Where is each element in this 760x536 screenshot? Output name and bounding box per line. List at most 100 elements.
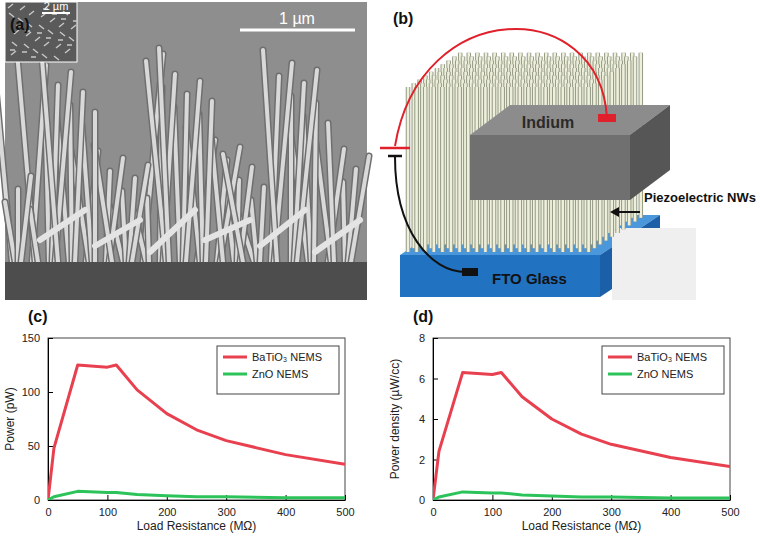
legend-box	[217, 346, 339, 394]
substrate-front	[400, 255, 600, 297]
nanowire-shadow	[223, 154, 243, 262]
nanowire-label: Piezoelectric NWs	[644, 190, 756, 205]
tick-label: 0	[34, 494, 40, 506]
panel-label: (d)	[413, 308, 433, 325]
inset-texture	[33, 49, 38, 53]
nanowire-shadow	[186, 81, 200, 262]
inset-texture	[29, 11, 34, 15]
tick: 100	[99, 495, 117, 518]
blank-box	[612, 228, 696, 300]
electrode-side	[630, 105, 670, 200]
tick: 6	[419, 373, 438, 385]
tick-mark	[433, 379, 438, 380]
nanowire	[432, 87, 435, 252]
tick-label: 0	[430, 506, 436, 518]
nanowire	[75, 92, 83, 262]
tick-label: 100	[484, 506, 502, 518]
figure-svg: 2 µm(a)1 µmIndiumFTO GlassPiezoelectric …	[0, 0, 760, 536]
y-axis-title: Power (pW)	[3, 387, 17, 450]
nanowire	[30, 209, 38, 262]
battery-plate	[388, 155, 402, 158]
tick-mark	[48, 392, 53, 393]
tick: 100	[484, 495, 502, 518]
nanowire	[132, 165, 148, 262]
tick-label: 0	[419, 494, 425, 506]
nanowire-shadow	[5, 202, 15, 262]
nanowire-shadow	[351, 156, 369, 262]
nanowire-shadow	[260, 187, 264, 262]
axis-line	[49, 500, 346, 501]
tick-label: 200	[158, 506, 176, 518]
inset-texture	[61, 18, 66, 20]
tick-mark	[730, 495, 731, 500]
tick-label: 500	[721, 506, 739, 518]
nanowire	[450, 87, 453, 252]
legend-box	[602, 346, 724, 394]
legend-label: ZnO NEMS	[252, 368, 308, 380]
nanowire	[159, 48, 169, 262]
panel-label: (c)	[28, 308, 48, 325]
nanowire-edge	[414, 87, 419, 252]
nanowire	[467, 87, 470, 252]
tick: 0	[419, 494, 438, 506]
legend-label: BaTiO₃ NEMS	[637, 351, 707, 363]
figure: 2 µm(a)1 µmIndiumFTO GlassPiezoelectric …	[0, 0, 760, 536]
nanowire	[260, 187, 264, 262]
legend: BaTiO₃ NEMSZnO NEMS	[217, 346, 339, 394]
nanowire-shadow	[92, 112, 99, 262]
nanowire	[251, 200, 257, 262]
inset-texture	[73, 20, 78, 22]
inset-texture	[46, 37, 51, 39]
nanowire-edge	[423, 87, 428, 252]
inset-texture	[54, 56, 59, 60]
tick-mark	[492, 495, 493, 500]
inset-texture	[10, 49, 15, 51]
inset-texture	[58, 39, 63, 41]
inset-texture	[50, 18, 55, 22]
tick-label: 0	[45, 506, 51, 518]
plot-frame	[433, 338, 730, 500]
fallen-nanowire	[260, 210, 305, 246]
nanowire-shadow	[159, 48, 169, 262]
electrode-front	[470, 135, 630, 200]
tick-mark	[48, 338, 53, 339]
wire-tab	[462, 268, 478, 276]
x-axis-title: Load Resistance (MΩ)	[522, 519, 642, 533]
tick: 2	[419, 454, 438, 466]
nanowire-edge	[440, 87, 445, 252]
nanowire	[343, 182, 345, 262]
legend-swatch	[608, 373, 632, 376]
legend-swatch	[223, 373, 247, 376]
panel-label: (a)	[10, 16, 30, 33]
fallen-nanowire	[315, 220, 360, 252]
tick-label: 100	[99, 506, 117, 518]
inset-scale-label: 2 µm	[44, 0, 69, 12]
axis-line	[48, 339, 49, 501]
line-chart: 010020030040050002468(d)Load Resistance …	[388, 308, 740, 533]
nanowire	[351, 156, 369, 262]
inset-texture	[42, 54, 47, 58]
legend-swatch	[223, 356, 247, 359]
nanowire-shadow	[297, 70, 317, 262]
nanowire-shadow	[70, 105, 72, 262]
inset-texture	[59, 23, 64, 27]
tick: 200	[158, 495, 176, 518]
tick: 0	[34, 494, 53, 506]
sem-panel: 2 µm(a)1 µm	[0, 0, 369, 300]
tick-mark	[48, 500, 53, 501]
nanowire-shadow	[21, 176, 31, 262]
tick-label: 8	[419, 332, 425, 344]
legend-label: ZnO NEMS	[637, 368, 693, 380]
inset-texture	[60, 32, 65, 36]
inset-scale-bar	[42, 12, 70, 14]
arrow-head	[610, 207, 619, 217]
inset-texture	[31, 56, 36, 58]
tick: 150	[22, 332, 53, 344]
inset-texture	[71, 25, 76, 29]
wire-negative	[395, 157, 466, 272]
fallen-nanowire	[150, 210, 195, 252]
nanowire	[223, 154, 243, 262]
tick-label: 400	[277, 506, 295, 518]
tick-label: 100	[22, 386, 40, 398]
nanowire-shadow	[251, 200, 257, 262]
